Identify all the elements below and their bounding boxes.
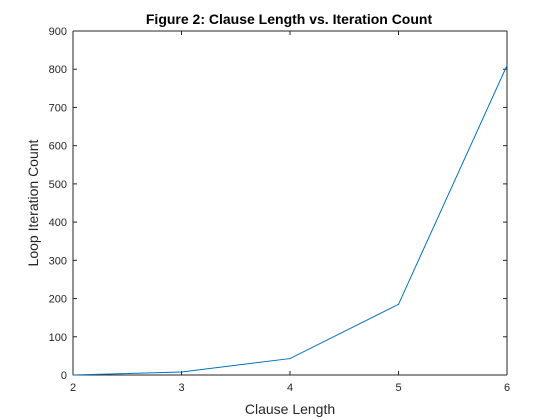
x-tick-label-4: 6 bbox=[504, 382, 510, 394]
series-points bbox=[72, 64, 508, 376]
y-tick-label-3: 300 bbox=[49, 255, 67, 267]
x-tick-label-2: 4 bbox=[287, 382, 293, 394]
data-point-0 bbox=[72, 374, 74, 376]
x-tick-label-1: 3 bbox=[178, 382, 184, 394]
y-tick-label-0: 0 bbox=[61, 370, 67, 382]
x-tick-label-0: 2 bbox=[70, 382, 76, 394]
plot-area bbox=[73, 31, 507, 375]
y-tick-label-4: 400 bbox=[49, 217, 67, 229]
chart-title: Figure 2: Clause Length vs. Iteration Co… bbox=[146, 11, 433, 27]
data-point-2 bbox=[289, 357, 291, 360]
y-tick-label-9: 900 bbox=[49, 26, 67, 38]
y-tick-label-5: 500 bbox=[49, 179, 67, 191]
data-point-4 bbox=[506, 64, 508, 66]
y-tick-label-2: 200 bbox=[49, 294, 67, 306]
y-axis-label: Loop Iteration Count bbox=[25, 139, 41, 266]
y-tick-label-8: 800 bbox=[49, 64, 67, 76]
data-point-1 bbox=[180, 371, 183, 373]
y-tick-label-7: 700 bbox=[49, 102, 67, 114]
y-tick-label-6: 600 bbox=[49, 141, 67, 153]
data-point-3 bbox=[397, 303, 400, 305]
y-tick-label-1: 100 bbox=[49, 332, 67, 344]
x-tick-label-3: 5 bbox=[395, 382, 401, 394]
x-axis-label: Clause Length bbox=[245, 401, 335, 417]
